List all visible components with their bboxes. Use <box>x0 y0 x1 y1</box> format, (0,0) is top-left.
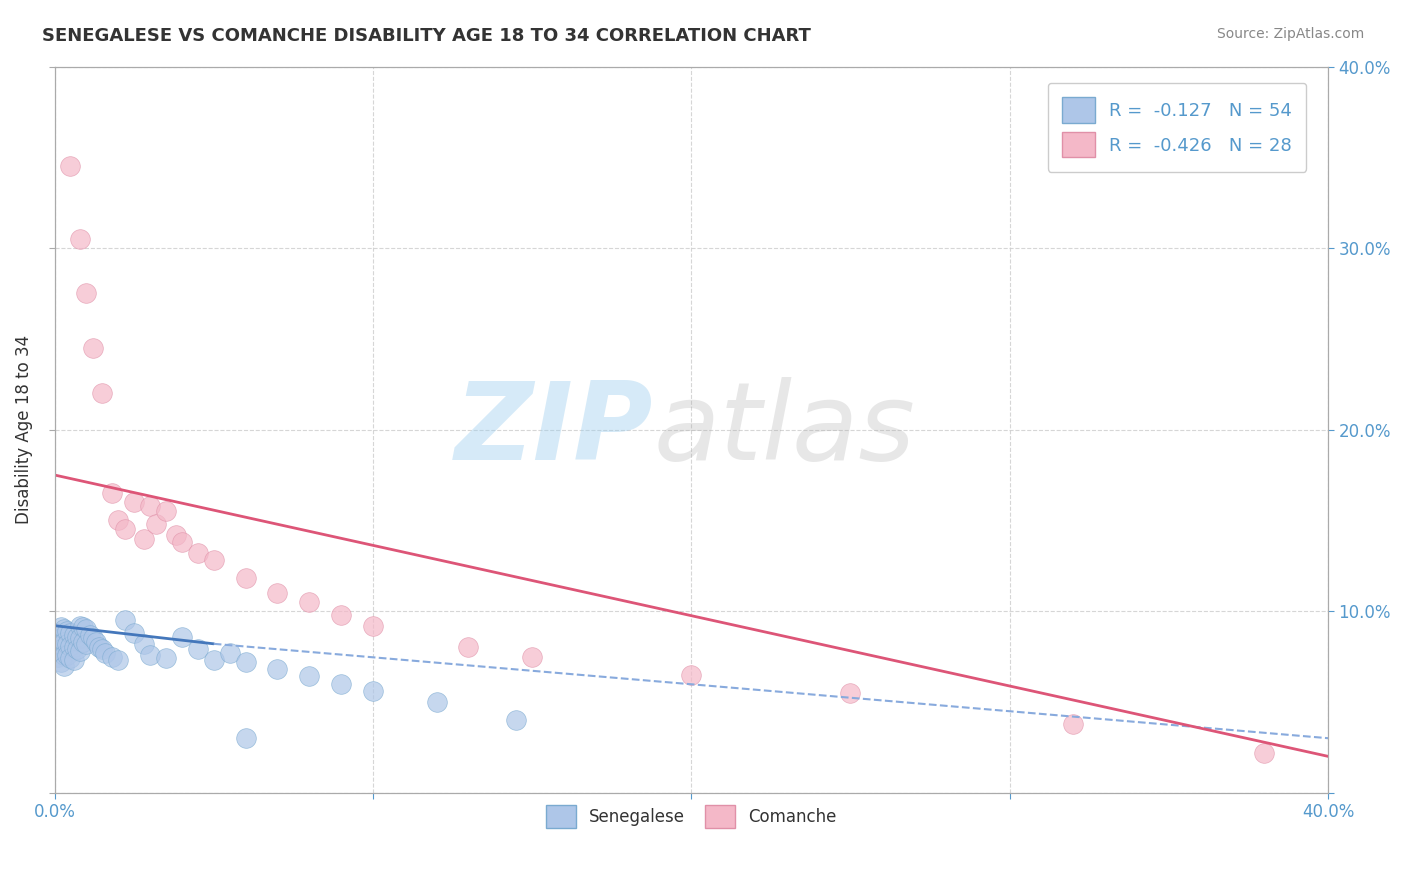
Point <box>49 655 72 669</box>
Point <box>139 499 162 513</box>
Point <box>62 640 84 655</box>
Point <box>426 695 449 709</box>
Point <box>75 637 97 651</box>
Point <box>56 624 79 639</box>
Point <box>56 648 79 662</box>
Point <box>53 635 76 649</box>
Point <box>82 632 104 646</box>
Point <box>361 684 384 698</box>
Point <box>46 626 69 640</box>
Text: SENEGALESE VS COMANCHE DISABILITY AGE 18 TO 34 CORRELATION CHART: SENEGALESE VS COMANCHE DISABILITY AGE 18… <box>42 27 811 45</box>
Point <box>59 626 82 640</box>
Point <box>1062 716 1084 731</box>
Text: atlas: atlas <box>654 377 915 483</box>
Point <box>69 632 91 646</box>
Point <box>266 662 288 676</box>
Point <box>155 504 177 518</box>
Y-axis label: Disability Age 18 to 34: Disability Age 18 to 34 <box>15 335 32 524</box>
Point <box>1253 746 1275 760</box>
Point <box>59 639 82 653</box>
Point <box>235 572 257 586</box>
Point <box>66 642 89 657</box>
Point <box>56 637 79 651</box>
Point <box>218 646 240 660</box>
Point <box>53 658 76 673</box>
Point <box>53 622 76 636</box>
Point <box>235 655 257 669</box>
Point <box>62 628 84 642</box>
Point <box>91 386 114 401</box>
Point <box>202 653 225 667</box>
Point <box>520 649 543 664</box>
Point <box>82 341 104 355</box>
Point <box>132 532 155 546</box>
Point <box>187 642 209 657</box>
Point <box>202 553 225 567</box>
Point <box>298 669 321 683</box>
Point <box>101 649 124 664</box>
Point <box>59 160 82 174</box>
Point <box>330 607 353 622</box>
Point <box>79 628 101 642</box>
Point <box>72 635 94 649</box>
Point <box>84 635 107 649</box>
Text: ZIP: ZIP <box>454 376 654 483</box>
Point <box>87 640 110 655</box>
Point <box>69 618 91 632</box>
Point <box>505 713 527 727</box>
Point <box>122 626 145 640</box>
Legend: Senegalese, Comanche: Senegalese, Comanche <box>538 798 844 835</box>
Point <box>114 613 136 627</box>
Point <box>235 731 257 746</box>
Point <box>59 651 82 665</box>
Point <box>139 648 162 662</box>
Point <box>49 620 72 634</box>
Point <box>114 523 136 537</box>
Point <box>839 686 862 700</box>
Point <box>132 637 155 651</box>
Point <box>298 595 321 609</box>
Text: Source: ZipAtlas.com: Source: ZipAtlas.com <box>1216 27 1364 41</box>
Point <box>69 644 91 658</box>
Point <box>94 646 117 660</box>
Point <box>330 677 353 691</box>
Point <box>91 642 114 657</box>
Point <box>66 630 89 644</box>
Point <box>69 232 91 246</box>
Point <box>62 653 84 667</box>
Point <box>107 513 129 527</box>
Point <box>122 495 145 509</box>
Point <box>457 640 479 655</box>
Point <box>46 649 69 664</box>
Point <box>46 637 69 651</box>
Point <box>49 632 72 646</box>
Point <box>107 653 129 667</box>
Point <box>361 618 384 632</box>
Point <box>101 486 124 500</box>
Point <box>145 516 167 531</box>
Point <box>187 546 209 560</box>
Point <box>53 648 76 662</box>
Point <box>266 586 288 600</box>
Point <box>75 286 97 301</box>
Point <box>72 620 94 634</box>
Point <box>170 630 193 644</box>
Point <box>49 642 72 657</box>
Point <box>170 535 193 549</box>
Point <box>681 667 703 681</box>
Point <box>75 622 97 636</box>
Point <box>165 528 187 542</box>
Point <box>155 651 177 665</box>
